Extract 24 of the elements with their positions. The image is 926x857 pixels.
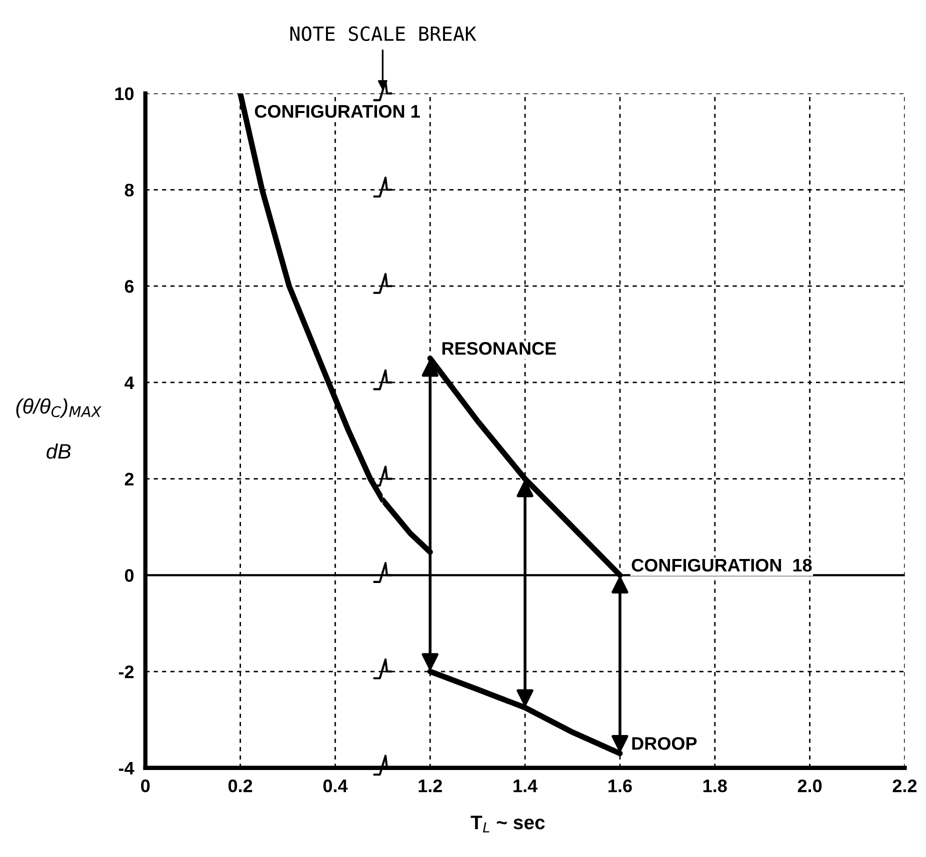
- y-tick-label: -4: [118, 762, 134, 774]
- x-tick-label: 2.2: [892, 779, 917, 792]
- y-tick-label: 4: [124, 376, 134, 390]
- y-tick-label: 2: [124, 472, 134, 486]
- x-tick-label: 0.2: [228, 779, 252, 792]
- annotation: CONFIGURATION 1: [254, 105, 420, 118]
- x-axis-title: T$_{L}$ ~ sec: [470, 816, 545, 832]
- x-tick-label: 0: [141, 779, 150, 792]
- annotation: RESONANCE: [442, 342, 556, 355]
- x-tick-label: 2.0: [798, 779, 822, 792]
- annotation: CONFIGURATION 18: [632, 558, 812, 572]
- y-tick-label: 6: [124, 280, 134, 293]
- x-tick-label: 1.8: [703, 779, 727, 792]
- x-tick-label: 1.2: [418, 779, 442, 792]
- x-tick-label: 1.4: [514, 780, 538, 792]
- x-tick-label: 1.6: [608, 779, 632, 792]
- text: (θ/θ$_{C}$)$_{MAX}$ dB: [16, 398, 102, 459]
- y-tick-label: 0: [124, 569, 134, 582]
- x-tick-label: 0.4: [323, 779, 348, 792]
- annotation: DROOP: [632, 737, 697, 750]
- y-tick-label: -2: [118, 665, 134, 678]
- text: NOTE SCALE BREAK: [290, 26, 476, 42]
- y-tick-label: 8: [124, 184, 134, 196]
- y-tick-label: 10: [115, 87, 134, 100]
